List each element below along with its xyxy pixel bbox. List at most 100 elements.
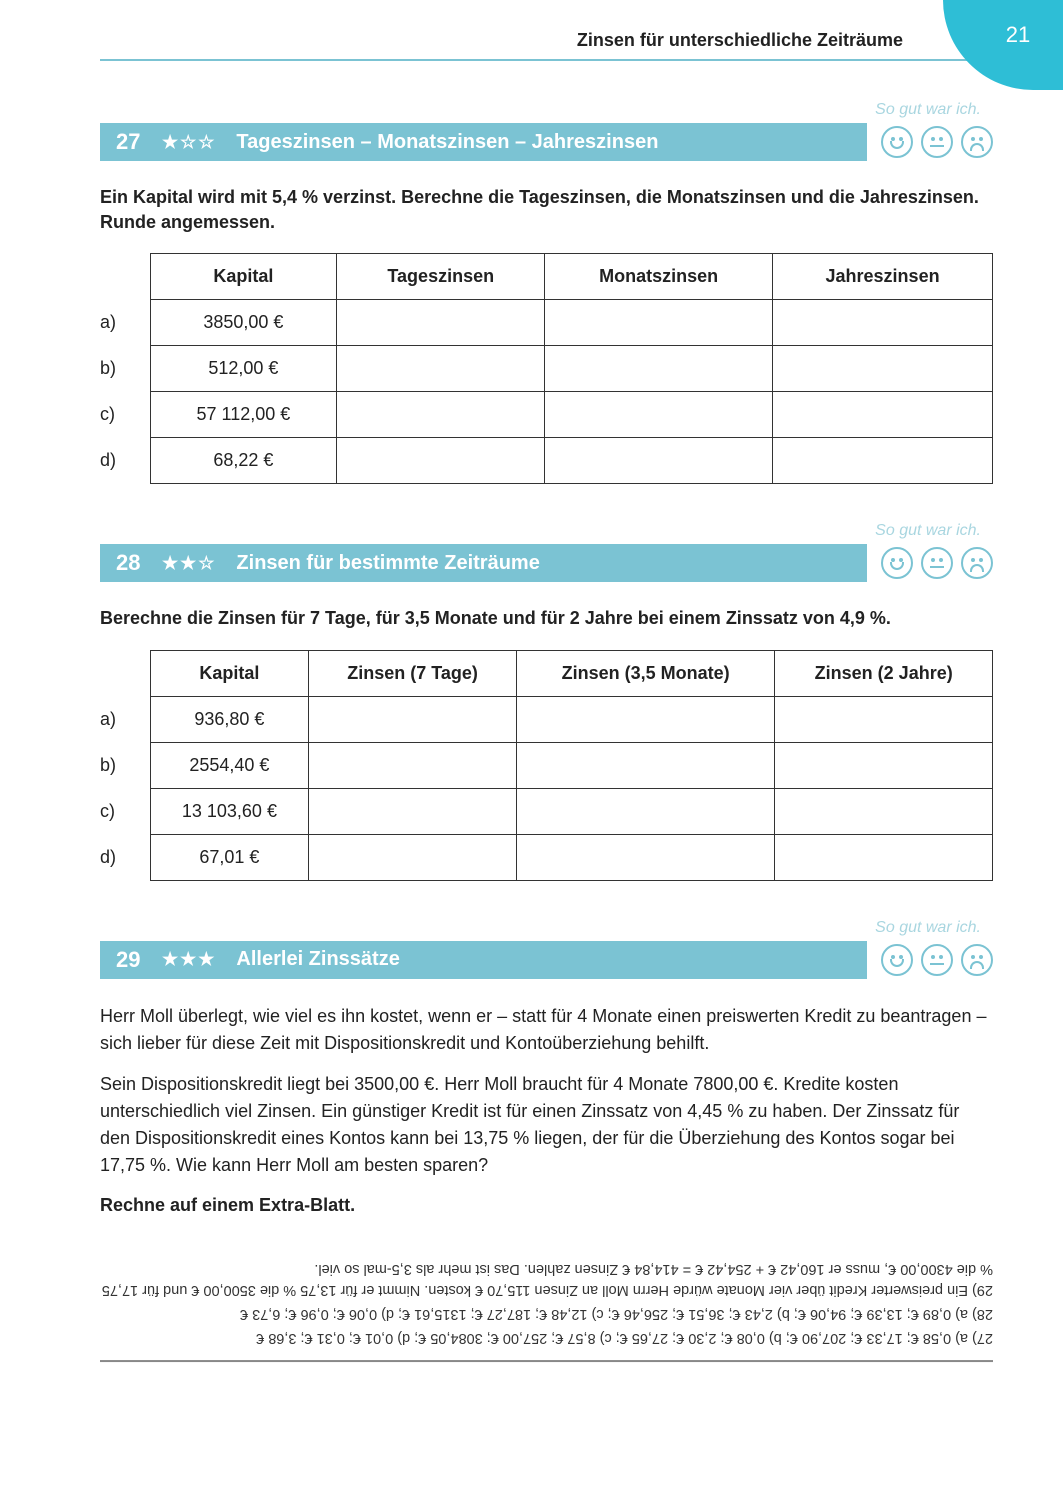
exercise-29: So gut war ich. 29 ★★★ Allerlei Zinssätz… [100, 919, 993, 1218]
smiley-sad-icon[interactable] [961, 126, 993, 158]
worksheet-page: Zinsen für unterschiedliche Zeiträume 21… [0, 0, 1063, 1385]
answer-cell[interactable] [337, 392, 545, 438]
answer-cell[interactable] [309, 788, 517, 834]
answer-cell[interactable] [545, 300, 773, 346]
difficulty-stars: ★★☆ [162, 553, 216, 574]
exercise-title-bar: 27 ★☆☆ Tageszinsen – Monatszinsen – Jahr… [100, 123, 867, 161]
row-label: a) [100, 696, 150, 742]
answer-cell[interactable] [337, 300, 545, 346]
difficulty-stars: ★★★ [162, 949, 216, 970]
answer-cell[interactable] [516, 742, 775, 788]
self-rating-smileys [881, 547, 993, 579]
row-label: b) [100, 346, 150, 392]
exercise-instruction: Berechne die Zinsen für 7 Tage, für 3,5 … [100, 606, 993, 631]
answer-cell[interactable] [516, 834, 775, 880]
page-number: 21 [1006, 22, 1030, 48]
row-label: d) [100, 834, 150, 880]
answer-cell[interactable] [775, 696, 993, 742]
smiley-neutral-icon[interactable] [921, 126, 953, 158]
exercise-paragraph: Sein Dispositionskredit liegt bei 3500,0… [100, 1071, 993, 1179]
kapital-cell: 936,80 € [150, 696, 309, 742]
answer-cell[interactable] [516, 788, 775, 834]
smiley-neutral-icon[interactable] [921, 547, 953, 579]
table-row: a) 3850,00 € [100, 300, 993, 346]
answer-cell[interactable] [337, 438, 545, 484]
kapital-cell: 57 112,00 € [150, 392, 337, 438]
smiley-happy-icon[interactable] [881, 126, 913, 158]
answer-line: 28) a) 0,89 €; 13,39 €; 94,06 €; b) 2,43… [100, 1303, 993, 1324]
table-row: c) 13 103,60 € [100, 788, 993, 834]
answer-cell[interactable] [775, 788, 993, 834]
answer-cell[interactable] [545, 346, 773, 392]
self-rating-smileys [881, 126, 993, 158]
row-label: d) [100, 438, 150, 484]
col-header: Zinsen (2 Jahre) [775, 650, 993, 696]
exercise-number: 27 [116, 129, 162, 155]
page-header: Zinsen für unterschiedliche Zeiträume 21 [100, 30, 993, 61]
answer-line: 27) a) 0,58 €; 17,33 €; 207,90 €; b) 0,0… [100, 1327, 993, 1348]
kapital-cell: 67,01 € [150, 834, 309, 880]
table-corner [100, 254, 150, 300]
col-header: Jahreszinsen [773, 254, 993, 300]
table-row: b) 512,00 € [100, 346, 993, 392]
kapital-cell: 13 103,60 € [150, 788, 309, 834]
answer-cell[interactable] [773, 300, 993, 346]
col-header: Tageszinsen [337, 254, 545, 300]
col-header: Zinsen (3,5 Monate) [516, 650, 775, 696]
answer-cell[interactable] [516, 696, 775, 742]
col-header: Monatszinsen [545, 254, 773, 300]
rating-label: So gut war ich. [100, 919, 993, 937]
exercise-28-table: Kapital Zinsen (7 Tage) Zinsen (3,5 Mona… [100, 650, 993, 881]
answer-cell[interactable] [309, 696, 517, 742]
smiley-sad-icon[interactable] [961, 944, 993, 976]
smiley-neutral-icon[interactable] [921, 944, 953, 976]
col-header: Kapital [150, 254, 337, 300]
answer-cell[interactable] [337, 346, 545, 392]
exercise-title: Zinsen für bestimmte Zeiträume [236, 552, 539, 575]
row-label: c) [100, 788, 150, 834]
page-number-badge: 21 [943, 0, 1063, 90]
exercise-27-table: Kapital Tageszinsen Monatszinsen Jahresz… [100, 253, 993, 484]
row-label: c) [100, 392, 150, 438]
exercise-title: Allerlei Zinssätze [236, 948, 399, 971]
answer-line: 29) Ein preiswerter Kredit über vier Mon… [100, 1258, 993, 1300]
exercise-title: Tageszinsen – Monatszinsen – Jahreszinse… [236, 131, 658, 154]
answer-cell[interactable] [775, 742, 993, 788]
answer-cell[interactable] [545, 392, 773, 438]
kapital-cell: 68,22 € [150, 438, 337, 484]
answer-cell[interactable] [309, 834, 517, 880]
exercise-note: Rechne auf einem Extra-Blatt. [100, 1193, 993, 1218]
exercise-title-bar: 28 ★★☆ Zinsen für bestimmte Zeiträume [100, 544, 867, 582]
table-row: d) 68,22 € [100, 438, 993, 484]
smiley-sad-icon[interactable] [961, 547, 993, 579]
kapital-cell: 3850,00 € [150, 300, 337, 346]
difficulty-stars: ★☆☆ [162, 132, 216, 153]
answer-cell[interactable] [545, 438, 773, 484]
smiley-happy-icon[interactable] [881, 944, 913, 976]
row-label: a) [100, 300, 150, 346]
answer-cell[interactable] [309, 742, 517, 788]
exercise-27: So gut war ich. 27 ★☆☆ Tageszinsen – Mon… [100, 101, 993, 484]
rating-label: So gut war ich. [100, 101, 993, 119]
table-row: c) 57 112,00 € [100, 392, 993, 438]
answer-cell[interactable] [773, 438, 993, 484]
exercise-number: 29 [116, 947, 162, 973]
exercise-number: 28 [116, 550, 162, 576]
self-rating-smileys [881, 944, 993, 976]
answer-cell[interactable] [773, 392, 993, 438]
row-label: b) [100, 742, 150, 788]
exercise-title-bar: 29 ★★★ Allerlei Zinssätze [100, 941, 867, 979]
exercise-header: 27 ★☆☆ Tageszinsen – Monatszinsen – Jahr… [100, 123, 993, 161]
answer-cell[interactable] [775, 834, 993, 880]
answer-cell[interactable] [773, 346, 993, 392]
answer-key: 27) a) 0,58 €; 17,33 €; 207,90 €; b) 0,0… [100, 1258, 993, 1362]
table-row: a) 936,80 € [100, 696, 993, 742]
kapital-cell: 2554,40 € [150, 742, 309, 788]
smiley-happy-icon[interactable] [881, 547, 913, 579]
table-corner [100, 650, 150, 696]
section-title: Zinsen für unterschiedliche Zeiträume [100, 30, 993, 51]
table-row: d) 67,01 € [100, 834, 993, 880]
exercise-paragraph: Herr Moll überlegt, wie viel es ihn kost… [100, 1003, 993, 1057]
col-header: Kapital [150, 650, 309, 696]
exercise-28: So gut war ich. 28 ★★☆ Zinsen für bestim… [100, 522, 993, 880]
